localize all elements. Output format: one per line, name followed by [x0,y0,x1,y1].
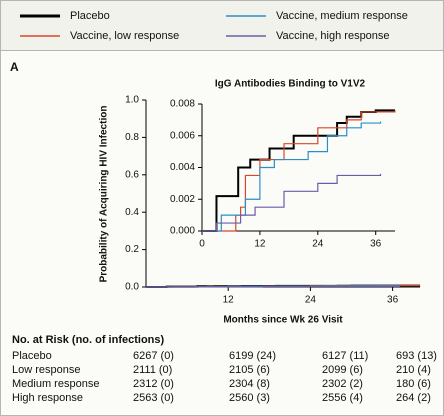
risk-cell: 2111 (0) [133,364,172,376]
risk-cell: 6199 (24) [229,350,276,362]
row-label: Medium response [12,378,99,390]
x-axis-label: Months since Wk 26 Visit [223,315,343,326]
legend-label: Vaccine, medium response [276,10,408,22]
survival-curve [146,285,401,288]
risk-cell: 2105 (6) [229,364,270,376]
legend-label: Vaccine, high response [276,30,390,42]
table-title: No. at Risk (no. of infections) [12,334,165,346]
y-tick-label: 0.000 [170,226,195,237]
x-tick-label: 0 [199,239,205,250]
risk-cell: 2560 (3) [229,392,270,404]
x-tick-label: 24 [305,295,317,306]
y-tick-label: 0.4 [125,207,139,218]
x-tick-label: 36 [387,295,399,306]
row-label: Low response [12,364,81,376]
y-tick-label: 0.002 [170,194,195,205]
y-tick-label: 0.8 [125,132,139,143]
row-label: High response [12,392,83,404]
y-tick-label: 0.6 [125,169,139,180]
risk-cell: 210 (4) [396,364,431,376]
risk-cell: 2302 (2) [322,378,363,390]
x-tick-label: 12 [254,239,266,250]
risk-cell: 2556 (4) [322,392,363,404]
y-tick-label: 0.0 [125,282,139,293]
risk-cell: 180 (6) [396,378,431,390]
risk-cell: 6267 (0) [133,350,174,362]
inset-title: IgG Antibodies Binding to V1V2 [215,79,366,90]
x-tick-label: 36 [370,239,382,250]
risk-cell: 693 (13) [396,350,437,362]
y-axis-label: Probability of Acquiring HIV Infection [99,106,110,283]
risk-cell: 2312 (0) [133,378,174,390]
risk-cell: 264 (2) [396,392,431,404]
risk-cell: 2563 (0) [133,392,174,404]
row-label: Placebo [12,350,52,362]
y-tick-label: 1.0 [125,95,139,106]
legend-label: Placebo [70,10,110,22]
risk-cell: 2304 (8) [229,378,270,390]
inset-area [158,96,403,253]
y-tick-label: 0.008 [170,99,195,110]
y-tick-label: 0.2 [125,244,139,255]
panel-label: A [10,60,19,74]
y-tick-label: 0.006 [170,130,195,141]
survival-curve [202,173,382,232]
legend-label: Vaccine, low response [70,30,179,42]
legend-box [0,0,444,51]
risk-cell: 6127 (11) [322,350,368,362]
risk-cell: 2099 (6) [322,364,363,376]
y-tick-label: 0.004 [170,162,195,173]
x-tick-label: 12 [223,295,235,306]
x-tick-label: 24 [312,239,324,250]
